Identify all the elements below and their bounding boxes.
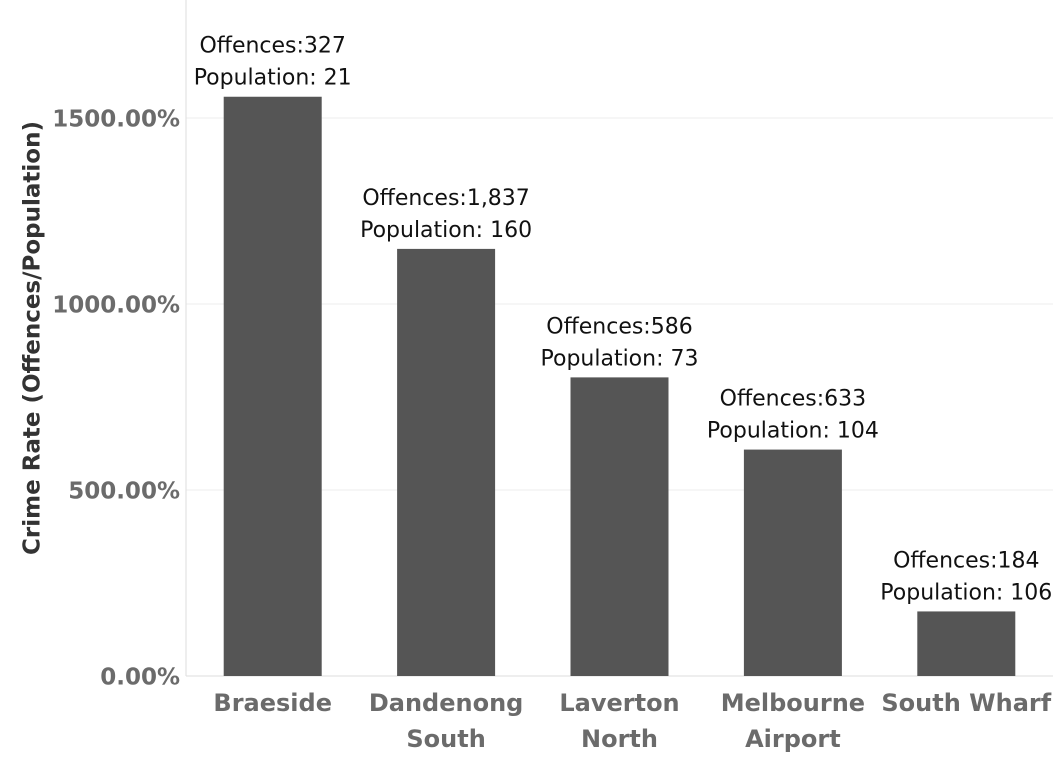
data-label-offences: Offences:327: [199, 34, 345, 59]
category-label: South: [406, 725, 485, 753]
data-label-offences: Offences:586: [546, 314, 692, 339]
data-label-population: Population: 21: [194, 66, 352, 91]
category-label: Braeside: [213, 689, 332, 717]
category-label: North: [581, 725, 658, 753]
y-tick-label: 1500.00%: [52, 107, 180, 133]
category-label: Airport: [745, 725, 841, 753]
data-label-population: Population: 160: [360, 218, 532, 243]
bar: [917, 611, 1016, 676]
category-label: Melbourne: [721, 689, 865, 717]
data-label-population: Population: 104: [707, 419, 879, 444]
bar: [397, 248, 496, 677]
y-tick-label: 0.00%: [100, 665, 180, 691]
category-labels: Braeside Dandenong South Laverton North Melbo…: [213, 689, 1051, 753]
bar: [570, 377, 669, 676]
y-tick-labels: 0.00% 500.00% 1000.00% 1500.00%: [52, 107, 180, 691]
y-tick-label: 500.00%: [68, 479, 180, 505]
data-label-population: Population: 73: [541, 346, 699, 371]
data-label-offences: Offences:184: [893, 548, 1039, 573]
category-label: South Wharf: [881, 689, 1051, 717]
data-labels: Offences:327 Population: 21 Offences:1,837…: [194, 34, 1053, 606]
data-label-offences: Offences:1,837: [362, 186, 529, 211]
category-label: Dandenong: [369, 689, 524, 717]
bars: [223, 96, 1016, 677]
data-label-population: Population: 106: [880, 580, 1052, 605]
bar: [743, 449, 842, 676]
bar: [223, 96, 322, 677]
y-tick-label: 1000.00%: [52, 293, 180, 319]
category-label: Laverton: [559, 689, 679, 717]
data-label-offences: Offences:633: [720, 387, 866, 412]
y-axis-title: Crime Rate (Offences/Population): [20, 121, 46, 555]
